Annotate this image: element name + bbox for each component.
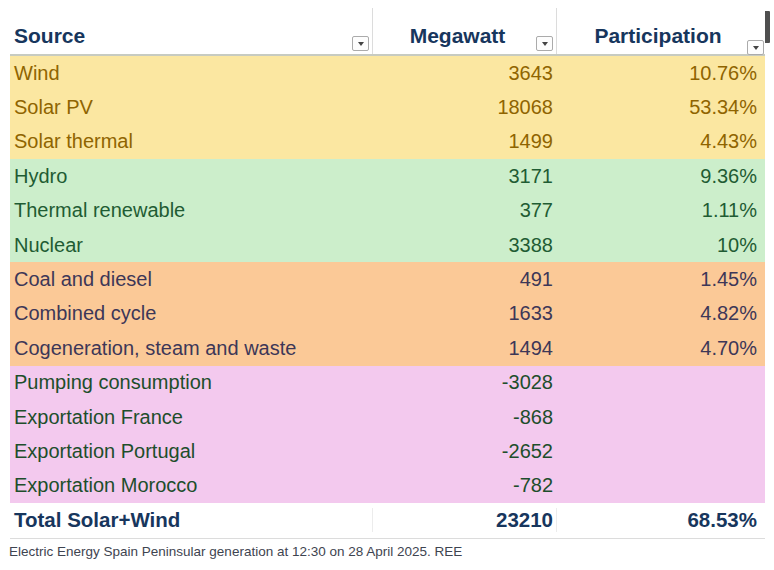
cell-megawatt: 491 bbox=[372, 268, 556, 291]
cell-source: Exportation Portugal bbox=[10, 440, 372, 463]
cell-participation: 9.36% bbox=[556, 165, 765, 188]
table-row: Wind 3643 10.76% bbox=[10, 56, 765, 90]
table-header-row: Source Megawatt Participation bbox=[10, 8, 765, 56]
cell-participation: 4.82% bbox=[556, 302, 765, 325]
column-label-megawatt: Megawatt bbox=[373, 24, 556, 54]
total-label: Total Solar+Wind bbox=[10, 508, 372, 532]
table-row: Exportation France -868 bbox=[10, 400, 765, 434]
cell-megawatt: -868 bbox=[372, 406, 556, 429]
cell-megawatt: 1499 bbox=[372, 130, 556, 153]
table-row: Hydro 3171 9.36% bbox=[10, 159, 765, 193]
cell-participation: 53.34% bbox=[556, 96, 765, 119]
cell-source: Exportation France bbox=[10, 406, 372, 429]
cell-participation: 4.43% bbox=[556, 130, 765, 153]
cell-source: Coal and diesel bbox=[10, 268, 372, 291]
cell-source: Hydro bbox=[10, 165, 372, 188]
cell-source: Exportation Morocco bbox=[10, 474, 372, 497]
table-row: Pumping consumption -3028 bbox=[10, 366, 765, 400]
table-row: Solar thermal 1499 4.43% bbox=[10, 125, 765, 159]
cell-source: Pumping consumption bbox=[10, 371, 372, 394]
cell-megawatt: 3171 bbox=[372, 165, 556, 188]
table-row: Exportation Morocco -782 bbox=[10, 469, 765, 503]
column-header-source: Source bbox=[10, 8, 372, 54]
cell-source: Solar thermal bbox=[10, 130, 372, 153]
table-total-row: Total Solar+Wind 23210 68.53% bbox=[10, 503, 765, 539]
table-row: Thermal renewable 377 1.11% bbox=[10, 194, 765, 228]
cell-megawatt: -782 bbox=[372, 474, 556, 497]
cell-source: Solar PV bbox=[10, 96, 372, 119]
cell-participation: 1.45% bbox=[556, 268, 765, 291]
table-widget: Source Megawatt Participation Wind 3643 bbox=[0, 0, 774, 570]
table-row: Cogeneration, steam and waste 1494 4.70% bbox=[10, 331, 765, 365]
cell-participation: 4.70% bbox=[556, 337, 765, 360]
chevron-down-icon bbox=[542, 42, 548, 46]
chevron-down-icon bbox=[358, 42, 364, 46]
cell-source: Cogeneration, steam and waste bbox=[10, 337, 372, 360]
column-filter-source[interactable] bbox=[352, 36, 369, 51]
column-header-megawatt: Megawatt bbox=[372, 8, 556, 54]
column-header-participation: Participation bbox=[556, 8, 765, 54]
cell-megawatt: -3028 bbox=[372, 371, 556, 394]
column-filter-participation[interactable] bbox=[747, 40, 764, 55]
table-caption: Electric Energy Spain Peninsular generat… bbox=[9, 544, 462, 559]
cell-source: Combined cycle bbox=[10, 302, 372, 325]
cell-megawatt: 377 bbox=[372, 199, 556, 222]
table-row: Solar PV 18068 53.34% bbox=[10, 90, 765, 124]
cell-source: Nuclear bbox=[10, 234, 372, 257]
cell-megawatt: -2652 bbox=[372, 440, 556, 463]
table-row: Exportation Portugal -2652 bbox=[10, 434, 765, 468]
cell-megawatt: 18068 bbox=[372, 96, 556, 119]
table-row: Nuclear 3388 10% bbox=[10, 228, 765, 262]
cell-participation: 1.11% bbox=[556, 199, 765, 222]
column-filter-megawatt[interactable] bbox=[536, 36, 553, 51]
cell-megawatt: 1633 bbox=[372, 302, 556, 325]
cell-megawatt: 3643 bbox=[372, 62, 556, 85]
total-megawatt: 23210 bbox=[372, 508, 556, 532]
data-table: Source Megawatt Participation Wind 3643 bbox=[10, 8, 765, 539]
cell-source: Thermal renewable bbox=[10, 199, 372, 222]
table-row: Coal and diesel 491 1.45% bbox=[10, 262, 765, 296]
cell-participation: 10.76% bbox=[556, 62, 765, 85]
cell-participation: 10% bbox=[556, 234, 765, 257]
cell-source: Wind bbox=[10, 62, 372, 85]
column-label-source: Source bbox=[10, 24, 372, 54]
cell-megawatt: 3388 bbox=[372, 234, 556, 257]
column-label-participation: Participation bbox=[557, 24, 765, 54]
cell-megawatt: 1494 bbox=[372, 337, 556, 360]
total-participation: 68.53% bbox=[556, 508, 765, 532]
chevron-down-icon bbox=[753, 46, 759, 50]
table-row: Combined cycle 1633 4.82% bbox=[10, 297, 765, 331]
